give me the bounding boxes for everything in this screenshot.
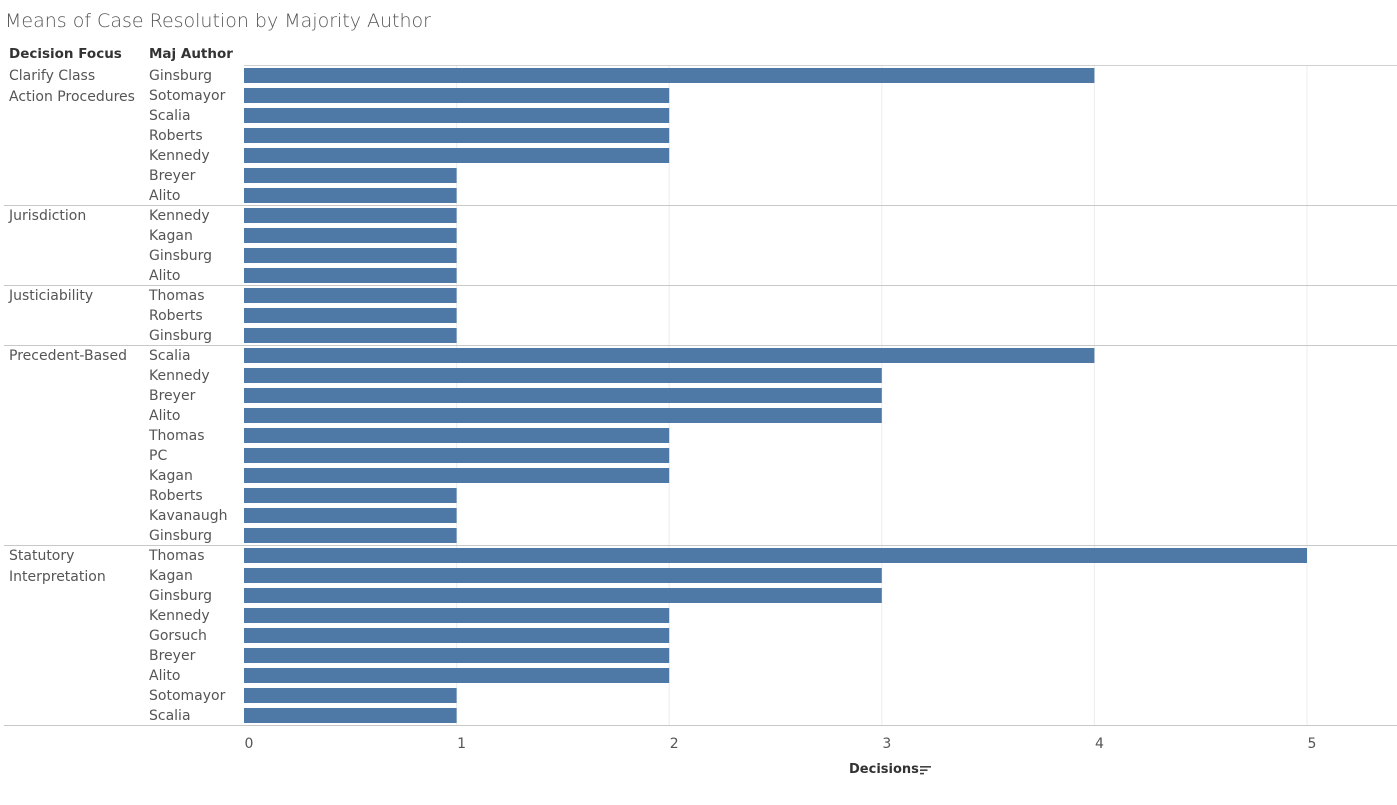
bar[interactable] [244,668,670,683]
bar[interactable] [244,88,670,103]
x-tick-label: 3 [882,736,891,752]
group-label: Justiciability [8,288,93,304]
author-label: Alito [149,188,180,204]
group-label: Interpretation [9,569,106,585]
x-axis-label: Decisions [849,762,919,777]
author-label: Kennedy [149,208,210,224]
author-label: Scalia [149,108,191,124]
bar[interactable] [244,468,670,483]
bar[interactable] [244,268,457,283]
bar[interactable] [244,288,457,303]
bar[interactable] [244,648,670,663]
bar[interactable] [244,688,457,703]
bar[interactable] [244,408,882,423]
group-label: Precedent-Based [9,348,127,364]
author-label: Kennedy [149,608,210,624]
bar[interactable] [244,508,457,523]
bar[interactable] [244,328,457,343]
x-tick-label: 2 [670,736,679,752]
author-label: Thomas [148,428,205,444]
author-label: Scalia [149,348,191,364]
bar[interactable] [244,548,1307,563]
author-label: Kavanaugh [149,508,227,524]
author-label: Ginsburg [149,528,212,544]
chart-title: Means of Case Resolution by Majority Aut… [5,10,431,32]
bar[interactable] [244,168,457,183]
bar[interactable] [244,128,670,143]
bar[interactable] [244,608,670,623]
bar[interactable] [244,348,1095,363]
author-label: Alito [149,268,180,284]
bar[interactable] [244,228,457,243]
x-tick-label: 1 [457,736,466,752]
author-label: Sotomayor [149,88,226,104]
author-label: Breyer [149,168,196,184]
author-label: Kennedy [149,148,210,164]
author-label: Ginsburg [149,328,212,344]
author-label: Kagan [149,568,193,584]
author-label: Breyer [149,648,196,664]
bar[interactable] [244,208,457,223]
author-label: Kennedy [149,368,210,384]
x-tick-label: 5 [1308,736,1317,752]
bar[interactable] [244,488,457,503]
author-label: Ginsburg [149,588,212,604]
group-label: Clarify Class [9,68,95,84]
group-label: Jurisdiction [8,208,86,224]
bar[interactable] [244,428,670,443]
bar[interactable] [244,148,670,163]
bar[interactable] [244,388,882,403]
author-label: Kagan [149,468,193,484]
header-maj-author: Maj Author [149,46,233,62]
author-label: Ginsburg [149,68,212,84]
bar[interactable] [244,188,457,203]
bar[interactable] [244,108,670,123]
author-label: Roberts [149,488,203,504]
bar[interactable] [244,448,670,463]
bar[interactable] [244,248,457,263]
x-tick-label: 4 [1095,736,1104,752]
author-label: PC [149,448,167,464]
bar[interactable] [244,588,882,603]
author-label: Thomas [148,548,205,564]
author-label: Roberts [149,128,203,144]
bar[interactable] [244,568,882,583]
author-label: Alito [149,668,180,684]
bar[interactable] [244,308,457,323]
author-label: Gorsuch [149,628,207,644]
author-label: Breyer [149,388,196,404]
author-label: Roberts [149,308,203,324]
bar[interactable] [244,528,457,543]
bar[interactable] [244,368,882,383]
bar[interactable] [244,628,670,643]
bar[interactable] [244,708,457,723]
group-label: Action Procedures [9,89,135,105]
author-label: Kagan [149,228,193,244]
author-label: Alito [149,408,180,424]
group-label: Statutory [9,548,74,564]
author-label: Sotomayor [149,688,226,704]
x-tick-label: 0 [245,736,254,752]
header-decision-focus: Decision Focus [9,46,122,62]
sort-descending-icon[interactable] [920,765,932,775]
bar[interactable] [244,68,1095,83]
author-label: Scalia [149,708,191,724]
author-label: Thomas [148,288,205,304]
author-label: Ginsburg [149,248,212,264]
